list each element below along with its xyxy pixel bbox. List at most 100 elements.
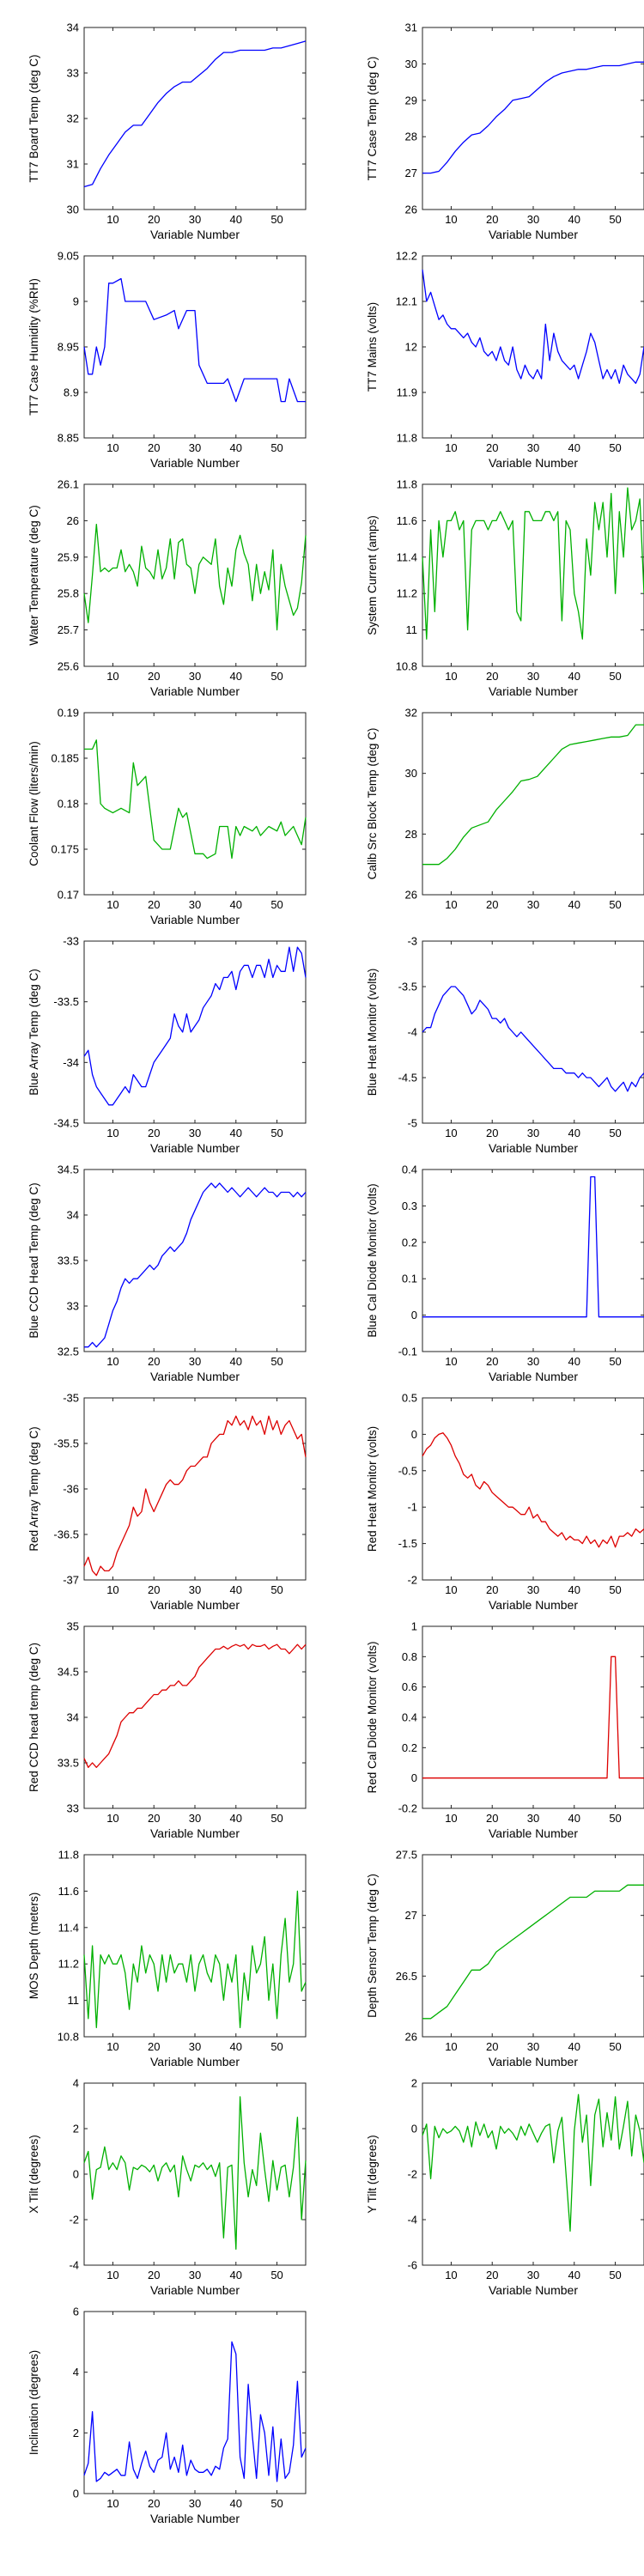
y-tick-label: -3 [407,935,417,948]
x-tick-label: 20 [148,898,160,911]
y-tick-label: 32 [67,112,79,125]
y-tick-label: 30 [405,58,417,70]
x-tick-label: 40 [230,2040,242,2053]
x-tick-label: 40 [568,1812,580,1825]
x-axis-label: Variable Number [150,228,240,241]
x-tick-label: 30 [189,1583,201,1596]
x-tick-label: 10 [106,1812,118,1825]
plot-frame [422,27,644,210]
y-tick-label: 0.8 [402,1650,417,1663]
y-tick-label: -2 [69,2214,79,2227]
y-tick-label: -4 [69,2259,79,2272]
y-tick-label: 31 [67,158,79,171]
x-axis-label: Variable Number [150,456,240,470]
y-tick-label: 1 [411,1620,417,1633]
plot-frame [83,1854,307,2038]
plot-frame [83,2311,307,2494]
x-tick-label: 40 [568,441,580,454]
y-tick-label: -37 [63,1574,79,1587]
series-line [422,2093,644,2232]
y-axis-label: Red CCD head temp (deg C) [27,1643,40,1792]
x-tick-label: 20 [486,670,498,683]
x-tick-label: 50 [609,1812,621,1825]
y-tick-label: 28 [405,828,417,841]
y-tick-label: 8.9 [64,386,79,399]
y-tick-label: 11.2 [397,587,417,600]
y-tick-label: 34 [67,21,79,34]
y-axis-label: X Tilt (degrees) [27,2135,40,2214]
x-tick-label: 50 [270,441,283,454]
y-tick-label: 12.1 [396,295,417,308]
y-axis-label: Red Cal Diode Monitor (volts) [366,1641,379,1793]
y-tick-label: 34 [67,1209,79,1222]
x-tick-label: 10 [445,213,457,226]
x-tick-label: 20 [148,2040,160,2053]
y-tick-label: -1.5 [398,1537,417,1550]
series-line [422,986,644,1092]
y-tick-label: 8.85 [58,432,79,445]
x-axis-label: Variable Number [489,2283,578,2297]
y-tick-label: 0 [411,1771,417,1784]
y-tick-label: 11.9 [397,386,417,399]
y-tick-label: 26.5 [396,1970,417,1983]
x-axis-label: Variable Number [489,1826,578,1840]
y-axis-label: Blue CCD Head Temp (deg C) [27,1182,40,1338]
x-tick-label: 30 [189,670,201,683]
y-tick-label: 34.5 [58,1666,79,1679]
x-tick-label: 30 [527,441,539,454]
x-tick-label: 30 [527,1583,539,1596]
y-tick-label: 0.1 [402,1273,417,1285]
plot-frame [83,27,307,210]
chart-panel-2: 10 20 30 40 50 26 27 28 29 30 31 Variable Number TT7… [366,21,644,241]
chart-panel-17: 10 20 30 40 50 10.8 11 11.2 11.4 11.6 11.8 Variable… [27,1849,307,2069]
chart-panel-5: 10 20 30 40 50 25.6 25.7 25.8 25.9 26 26.1 Variable… [27,478,307,698]
chart-panel-7: 10 20 30 40 50 0.17 0.175 0.18 0.185 0.19 Variable… [27,707,307,927]
y-tick-label: -0.2 [398,1802,417,1815]
chart-panel-12: 10 20 30 40 50 -0.1 0 0.1 0.2 0.3 0.4 Variable Numb… [366,1163,644,1383]
x-tick-label: 20 [148,1583,160,1596]
y-axis-label: Coolant Flow (liters/min) [27,741,40,866]
x-tick-label: 30 [189,2497,201,2510]
chart-panel-15: 10 20 30 40 50 33 33.5 34 34.5 35 Variable Number R… [27,1620,307,1840]
y-tick-label: 10.8 [396,660,417,673]
y-tick-label: 0 [411,2123,417,2136]
series-line [422,1656,644,1779]
x-tick-label: 40 [230,1583,242,1596]
x-axis-label: Variable Number [489,684,578,698]
y-tick-label: 32.5 [58,1346,79,1358]
y-tick-label: 2 [411,2077,417,2090]
x-tick-label: 30 [189,2269,201,2281]
x-tick-label: 50 [609,213,621,226]
y-tick-label: 25.8 [58,587,79,600]
series-line [422,724,644,866]
x-tick-label: 50 [609,1355,621,1368]
y-tick-label: 11.6 [397,514,417,527]
x-tick-label: 10 [445,1812,457,1825]
y-axis-label: Water Temperature (deg C) [27,505,40,646]
x-tick-label: 30 [189,2040,201,2053]
series-line [83,1415,307,1577]
y-tick-label: -4.5 [398,1072,417,1084]
y-tick-label: 32 [405,707,417,720]
y-tick-label: 12.2 [396,250,417,263]
x-tick-label: 30 [189,441,201,454]
chart-panel-16: 10 20 30 40 50 -0.2 0 0.2 0.4 0.6 0.8 1 Variable Num… [366,1620,644,1840]
x-tick-label: 50 [270,670,283,683]
x-tick-label: 20 [486,1583,498,1596]
y-tick-label: -36 [63,1483,79,1496]
x-tick-label: 20 [486,441,498,454]
series-line [84,739,307,860]
x-tick-label: 10 [106,2040,118,2053]
x-tick-label: 30 [189,898,201,911]
x-tick-label: 50 [609,2269,621,2281]
y-axis-label: System Current (amps) [366,515,379,635]
y-tick-label: 33.5 [58,1255,79,1267]
plot-frame [422,1854,644,2038]
y-tick-label: 30 [405,767,417,780]
y-tick-label: 27 [405,1909,417,1922]
plot-frame [83,940,307,1124]
y-axis-label: Inclination (degrees) [27,2350,40,2455]
y-tick-label: 8.95 [58,341,79,354]
x-axis-label: Variable Number [150,2283,240,2297]
